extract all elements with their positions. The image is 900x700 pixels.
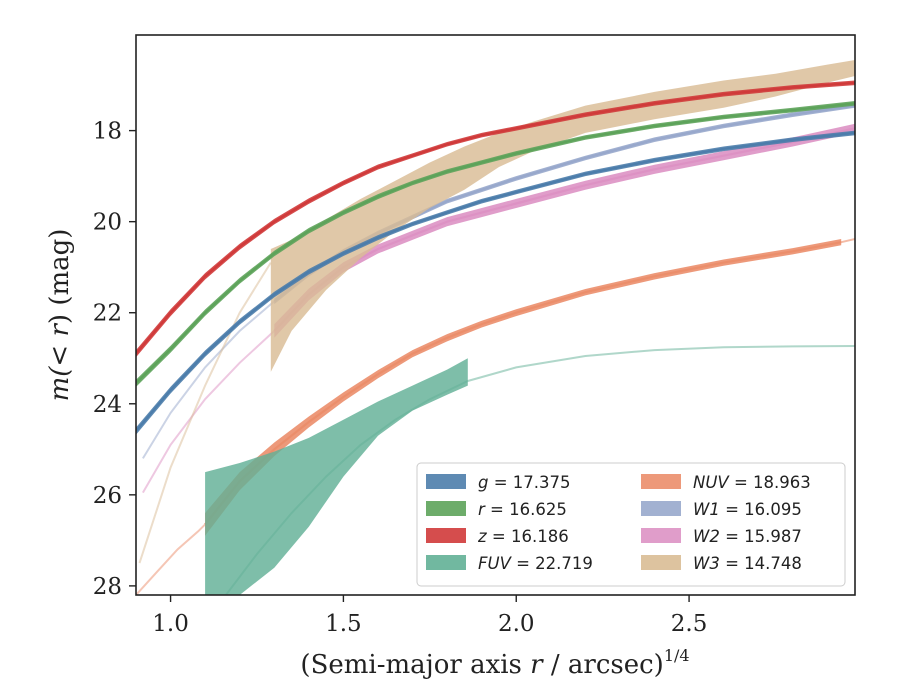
legend-swatch [426,555,466,570]
y-axis-label: m(< r) (mag) [45,229,75,402]
series-nuv-line [204,241,842,526]
series-w1-extension [142,300,275,459]
legend-label: r = 16.625 [478,500,567,519]
series-nuv-tail [840,238,855,244]
plot-frame [135,34,856,596]
legend-label: W2 = 15.987 [693,527,802,546]
legend-label: W3 = 14.748 [693,554,802,573]
legend-item-r: r = 16.625 [426,500,567,519]
series-r-line [136,102,855,385]
legend-label: FUV = 22.719 [478,554,593,573]
plot-area [136,60,855,595]
legend-item-w3: W3 = 14.748 [641,554,802,573]
x-tick-label: 2.0 [498,611,535,637]
legend-item-fuv: FUV = 22.719 [426,554,593,573]
legend: g = 17.375 r = 16.625 z = 16.186 FUV = 22.7… [416,462,846,587]
x-tick-label: 1.0 [152,611,189,637]
legend-label: z = 16.186 [477,527,569,546]
legend-item-g: g = 17.375 [426,473,571,492]
legend-frame [416,462,846,587]
x-tick-label: 1.5 [325,611,362,637]
legend-swatch [641,555,681,570]
series-z-line [136,81,855,355]
legend-swatch [641,474,681,489]
y-tick-label: 22 [93,301,122,327]
y-tick-label: 20 [93,210,122,236]
legend-swatch [426,501,466,516]
legend-item-nuv: NUV = 18.963 [641,473,811,492]
y-axis: 18 20 22 24 26 28 [93,119,136,600]
legend-item-z: z = 16.186 [426,527,569,546]
legend-swatch [426,474,466,489]
legend-item-w2: W2 = 15.987 [641,527,802,546]
series-w2-band [274,123,855,338]
series-fuv-band [205,358,468,595]
series-w3-extension [138,262,272,564]
y-tick-label: 18 [93,119,122,145]
y-tick-label: 24 [93,392,122,418]
legend-swatch [426,528,466,543]
legend-label: NUV = 18.963 [693,473,811,492]
x-axis: 1.0 1.5 2.0 2.5 [152,595,707,637]
x-axis-label: (Semi-major axis r / arcsec)1/4 [300,646,689,680]
legend-label: W1 = 16.095 [693,500,802,519]
y-tick-label: 26 [93,483,122,509]
x-tick-label: 2.5 [671,611,708,637]
series-g-band [136,130,855,435]
legend-item-w1: W1 = 16.095 [641,500,802,519]
legend-label: g = 17.375 [478,473,571,492]
series-nuv-extension [136,523,206,595]
legend-swatch [641,528,681,543]
y-tick-label: 28 [93,574,122,600]
series-w2-extension [142,330,275,494]
series-g-line [136,131,855,432]
series-w3-band [270,60,855,372]
legend-swatch [641,501,681,516]
